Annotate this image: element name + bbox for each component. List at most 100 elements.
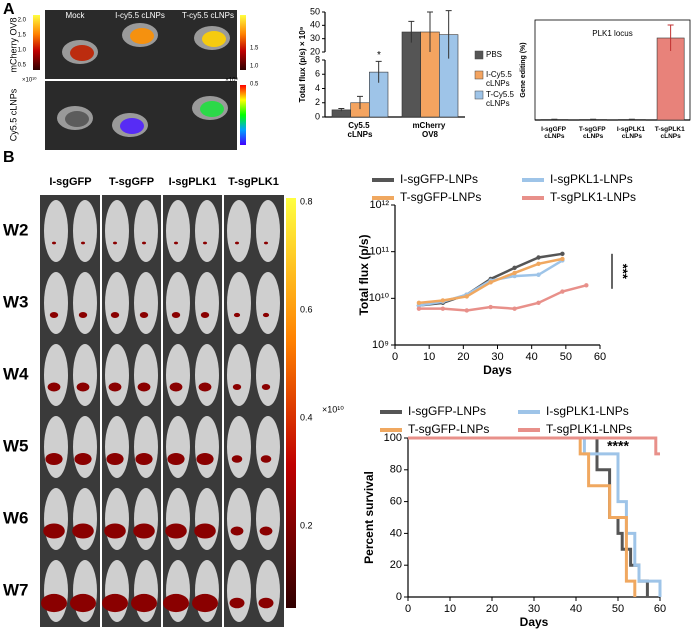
legend-label: I-sgPLK1-LNPs — [546, 404, 629, 418]
x-tick-label: I-sgGFP cLNPs — [541, 126, 568, 140]
mouse — [166, 272, 190, 334]
y-axis-label: Percent survival — [362, 471, 376, 564]
survival-curve — [408, 436, 637, 597]
signal — [194, 523, 216, 539]
survival-curve — [408, 436, 660, 456]
error-bar — [408, 20, 415, 43]
signal — [45, 452, 63, 466]
panel-label: A — [3, 1, 15, 18]
mouse — [195, 272, 219, 334]
signal — [70, 45, 94, 61]
x-tick-label: 60 — [654, 603, 666, 615]
data-point — [512, 265, 517, 271]
signal — [41, 593, 67, 613]
signal — [72, 523, 94, 539]
mouse — [256, 416, 280, 478]
colorbar-tick-label: 1.0 — [18, 48, 27, 54]
x-tick-label: 10 — [423, 351, 435, 363]
column-label: I-cy5.5 cLNPs — [115, 11, 165, 20]
mouse — [195, 560, 219, 622]
y-axis-label: Total flux (p/s) — [357, 234, 371, 315]
row-label: mCherry OV8 — [8, 17, 18, 72]
signal — [133, 523, 155, 539]
mouse — [44, 200, 68, 262]
mouse — [256, 272, 280, 334]
mouse — [73, 416, 97, 478]
mouse — [256, 488, 280, 550]
row-label: W4 — [3, 364, 29, 383]
y-tick-label: 20 — [390, 559, 402, 571]
signal — [230, 526, 244, 536]
x-tick-label: 50 — [560, 351, 572, 363]
signal — [192, 593, 218, 613]
row-label: W5 — [3, 436, 29, 455]
signal — [203, 241, 207, 245]
mouse — [105, 344, 129, 406]
row-label: W7 — [3, 580, 29, 599]
mouse — [105, 200, 129, 262]
signal — [262, 312, 270, 318]
signal — [200, 312, 210, 318]
x-tick-label: I-sgPLK1 cLNPs — [617, 126, 647, 140]
signal — [106, 452, 124, 466]
signal — [102, 593, 128, 613]
data-point — [536, 272, 541, 277]
colorbar-unit: ×10⁹ — [225, 77, 238, 84]
y-tick-label: 8 — [315, 54, 320, 64]
x-tick-label: T-sgGFP cLNPs — [579, 126, 607, 140]
y-tick-label: 40 — [310, 20, 320, 30]
bar — [656, 37, 685, 121]
column-label: Mock — [65, 11, 85, 20]
signal — [76, 382, 90, 392]
signal — [65, 111, 89, 127]
signal — [131, 593, 157, 613]
signal — [174, 241, 178, 245]
signal — [198, 382, 212, 392]
legend-label: T-sgPLK1-LNPs — [550, 190, 636, 204]
signal — [229, 597, 245, 609]
legend-label: I-Cy5.5 cLNPs — [486, 70, 514, 88]
signal — [137, 382, 151, 392]
x-tick-label: 40 — [526, 351, 538, 363]
mouse — [73, 200, 97, 262]
y-tick-label: 20 — [310, 46, 320, 56]
y-tick-label: 0 — [315, 111, 320, 121]
x-axis-label: Days — [520, 615, 549, 629]
y-tick-label: 30 — [310, 33, 320, 43]
signal — [49, 312, 59, 318]
mouse — [166, 488, 190, 550]
data-point — [536, 261, 541, 266]
mouse — [195, 200, 219, 262]
signal — [104, 523, 126, 539]
data-line — [418, 284, 587, 312]
mouse — [44, 416, 68, 478]
signal — [196, 452, 214, 466]
signal — [43, 523, 65, 539]
colorbar — [240, 15, 246, 70]
data-point — [512, 270, 517, 276]
signal — [171, 312, 181, 318]
colorbar-tick-label: 0.5 — [18, 63, 27, 69]
row-label: Cy5.5 cLNPs — [8, 88, 18, 141]
chart-title: PLK1 locus — [592, 29, 632, 38]
signal — [139, 312, 149, 318]
mouse — [227, 344, 251, 406]
legend-swatch — [474, 70, 484, 80]
error-bar — [338, 107, 345, 112]
signal — [81, 241, 85, 245]
signal — [142, 241, 146, 245]
mouse — [105, 416, 129, 478]
x-tick-label: 40 — [570, 603, 582, 615]
data-point — [584, 283, 589, 288]
signal — [167, 452, 185, 466]
mouse — [195, 344, 219, 406]
colorbar — [240, 85, 246, 145]
y-tick-label: 0 — [396, 591, 402, 603]
x-tick-label: 10 — [444, 603, 456, 615]
data-point — [536, 255, 541, 260]
y-tick-label: 10¹¹ — [369, 246, 389, 258]
y-tick-label: 10¹² — [369, 199, 389, 211]
mouse — [44, 272, 68, 334]
significance: * — [377, 50, 381, 61]
mouse — [166, 560, 190, 622]
